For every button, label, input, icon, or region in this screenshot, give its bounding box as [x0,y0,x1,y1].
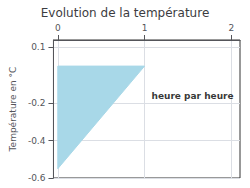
svg-text:0: 0 [55,23,61,33]
svg-text:-0.2: -0.2 [28,98,46,108]
svg-text:Evolution de la température: Evolution de la température [41,6,210,20]
svg-text:0.1: 0.1 [31,42,45,52]
svg-text:-0.6: -0.6 [28,173,46,183]
svg-text:-0.4: -0.4 [28,136,46,146]
svg-text:Température en °C: Température en °C [8,67,18,153]
svg-text:2: 2 [228,23,234,33]
svg-text:heure par heure: heure par heure [152,91,234,101]
svg-text:1: 1 [142,23,148,33]
